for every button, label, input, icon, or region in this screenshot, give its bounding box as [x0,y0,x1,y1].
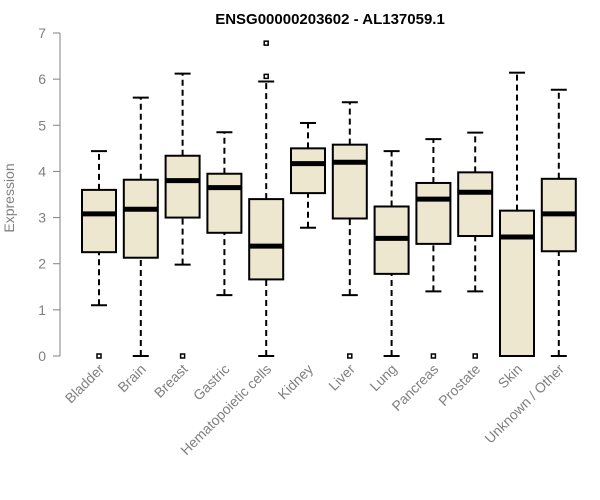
box-lung [373,150,410,357]
iqr-box [122,178,159,259]
outlier-point [430,353,437,359]
y-tick-label: 0 [38,348,46,364]
x-tick-label: Breast [151,361,191,401]
x-tick-label: Bladder [62,361,108,407]
box-breast [164,72,201,359]
y-axis-ticks: 0 1 2 3 4 5 6 7 [38,25,60,364]
iqr-box [81,188,117,254]
chart-title: ENSG00000203602 - AL137059.1 [215,11,445,28]
boxes-group [81,40,577,359]
y-tick-label: 5 [38,117,46,133]
x-tick-label: Unknown / Other [481,361,567,447]
x-tick-label: Kidney [275,361,317,403]
iqr-box [248,198,285,281]
iqr-box [331,143,368,220]
iqr-box [206,172,243,234]
outlier-point [472,353,478,359]
box-prostate [457,131,494,359]
iqr-box [164,154,201,219]
box-hematopoietic-cells [248,40,285,357]
x-tick-label: Brain [114,361,148,395]
y-tick-label: 4 [38,163,46,179]
iqr-box [457,171,494,238]
y-tick-label: 2 [38,256,46,272]
outlier-point [263,40,269,46]
x-tick-label: Skin [495,361,526,392]
box-skin [499,71,535,357]
y-axis-label: Expression [1,163,17,232]
x-tick-label: Liver [325,361,358,394]
y-tick-label: 6 [38,71,46,87]
outlier-point [96,353,102,359]
box-liver [331,101,368,359]
box-brain [122,96,159,357]
iqr-box [415,181,452,245]
y-tick-label: 1 [38,302,46,318]
box-bladder [81,150,117,359]
x-tick-label: Prostate [435,361,483,409]
y-tick-label: 3 [38,210,46,226]
box-kidney [290,121,326,229]
outlier-point [263,73,269,80]
box-pancreas [415,138,452,359]
outlier-point [347,353,353,359]
iqr-box [290,147,326,195]
box-unknown-other [540,88,577,357]
y-tick-label: 7 [38,25,46,41]
x-tick-label: Lung [366,361,399,394]
box-gastric [206,131,243,297]
iqr-box [499,209,535,357]
outlier-point [179,353,186,359]
